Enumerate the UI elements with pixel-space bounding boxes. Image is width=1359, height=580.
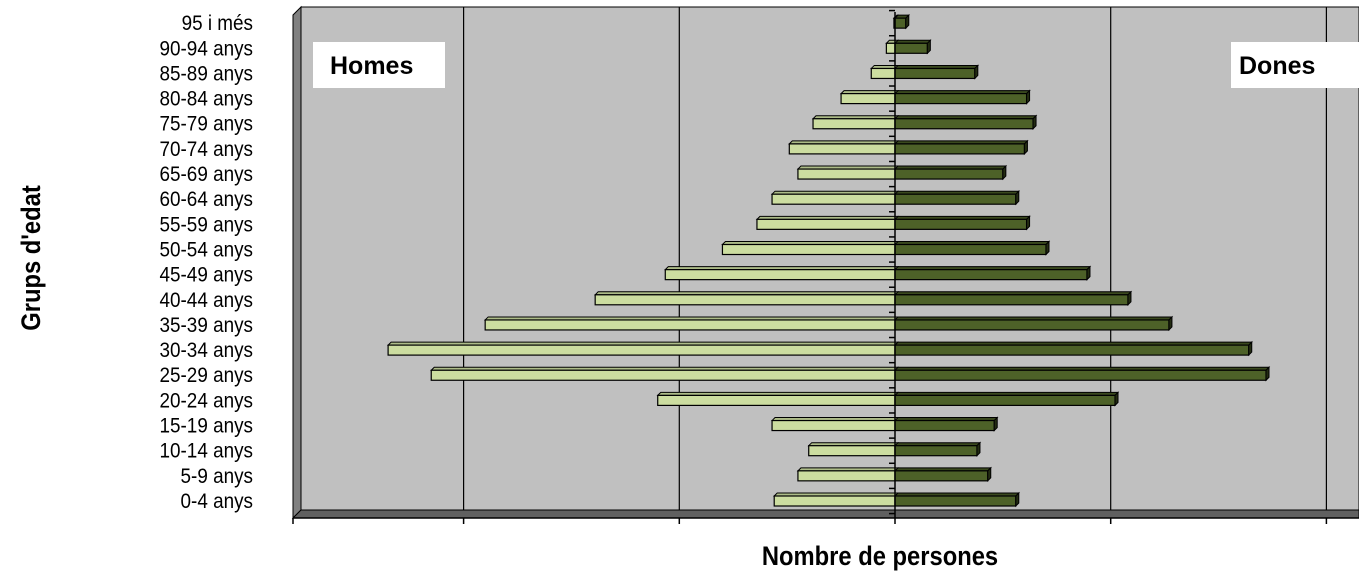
dones-label-box — [1231, 42, 1359, 88]
dones-bar — [894, 294, 1129, 306]
y-axis-title: Grups d'edat — [17, 185, 47, 331]
dones-bar-side — [1015, 491, 1020, 508]
y-tick-label: 80-84 anys — [160, 88, 253, 111]
dones-bar-side — [1026, 89, 1031, 105]
y-tick-label: 25-29 anys — [160, 364, 253, 387]
homes-bar — [721, 243, 896, 256]
homes-bar — [788, 143, 896, 155]
dones-bar-side — [974, 64, 979, 80]
dones-bar — [894, 67, 976, 80]
dones-bar-side — [1114, 391, 1119, 407]
y-tick-label: 90-94 anys — [160, 37, 253, 60]
y-tick-label: 75-79 anys — [160, 113, 253, 136]
dones-bar-side — [976, 441, 981, 457]
dones-bar — [894, 269, 1088, 281]
homes-bar — [657, 394, 896, 406]
homes-bar — [430, 369, 896, 381]
dones-bar — [894, 445, 978, 457]
homes-bar — [797, 168, 896, 180]
homes-bar — [771, 193, 896, 205]
homes-bar — [771, 419, 896, 432]
homes-bar — [594, 294, 896, 306]
dones-bar-side — [1032, 114, 1037, 130]
homes-bar — [797, 470, 896, 482]
dones-bar — [894, 419, 995, 432]
y-tick-label: 70-74 anys — [160, 138, 253, 161]
homes-bar — [773, 495, 896, 507]
homes-label-box — [313, 42, 445, 88]
dones-bar-side — [926, 39, 931, 55]
series-dones — [893, 13, 1271, 508]
y-tick-label: 95 i més — [182, 12, 253, 35]
dones-bar — [894, 17, 907, 29]
dones-bar — [894, 495, 1017, 507]
center-axis — [889, 9, 896, 518]
homes-bar — [808, 445, 896, 457]
x-axis-title: Nombre de persones — [762, 542, 998, 572]
dones-bar-side — [1015, 189, 1020, 206]
dones-bar — [894, 344, 1250, 356]
y-tick-label: 65-69 anys — [160, 163, 253, 186]
plot-area — [291, 5, 1359, 520]
dones-bar — [894, 394, 1116, 406]
homes-label: Homes — [330, 52, 413, 80]
homes-bar — [885, 42, 896, 54]
y-tick-label: 40-44 anys — [160, 289, 253, 312]
dones-bar — [894, 168, 1004, 180]
y-tick-label: 0-4 anys — [181, 490, 253, 513]
dones-bar-side — [1002, 164, 1007, 181]
dones-bar-side — [905, 13, 910, 30]
y-tick-label: 50-54 anys — [160, 239, 253, 262]
gridlines — [463, 7, 1328, 510]
dones-bar-side — [1248, 340, 1253, 357]
dones-bar — [894, 319, 1170, 331]
dones-bar-side — [1086, 265, 1091, 281]
y-tick-label: 45-49 anys — [160, 264, 253, 287]
dones-bar-side — [1127, 290, 1132, 307]
y-tick-label: 60-64 anys — [160, 188, 253, 211]
dones-bar-side — [987, 466, 992, 483]
dones-bar — [894, 218, 1028, 230]
homes-bar — [812, 118, 896, 130]
dones-bar-side — [993, 416, 998, 432]
dones-bar — [894, 243, 1047, 256]
dones-bar-side — [1265, 366, 1270, 382]
dones-bar-side — [1026, 215, 1031, 231]
homes-bar — [664, 269, 896, 281]
x-axis — [292, 517, 1359, 524]
y-tick-label: 85-89 anys — [160, 63, 253, 86]
homes-bar — [387, 344, 896, 356]
dones-bar — [894, 92, 1028, 105]
floor — [291, 509, 1359, 519]
homes-bar — [484, 319, 896, 331]
y-tick-label: 10-14 anys — [160, 440, 253, 463]
dones-bar-side — [1023, 139, 1028, 156]
homes-bar — [840, 92, 896, 105]
dones-bar — [894, 143, 1026, 155]
dones-bar-side — [1168, 315, 1173, 332]
dones-bar — [894, 369, 1267, 381]
y-tick-label: 5-9 anys — [181, 465, 253, 488]
dones-bar — [894, 193, 1017, 205]
y-tick-label: 35-39 anys — [160, 314, 253, 337]
homes-bar — [870, 67, 896, 80]
dones-bar — [894, 470, 989, 482]
dones-bar-side — [1045, 240, 1050, 256]
dones-bar — [894, 42, 928, 54]
y-tick-label: 20-24 anys — [160, 390, 253, 413]
plot-background — [300, 6, 1359, 511]
homes-bar — [756, 218, 896, 230]
y-tick-label: 55-59 anys — [160, 213, 253, 236]
side-wall — [292, 5, 302, 520]
dones-label: Dones — [1239, 52, 1315, 80]
dones-bar — [894, 118, 1034, 130]
y-tick-label: 15-19 anys — [160, 415, 253, 438]
y-tick-label: 30-34 anys — [160, 339, 253, 362]
